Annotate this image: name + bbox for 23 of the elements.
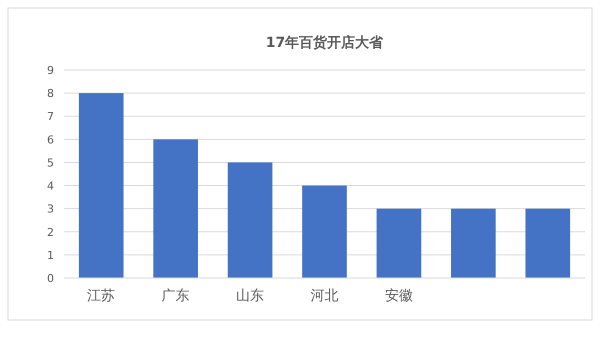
chart-title: 17年百货开店大省 <box>266 34 384 51</box>
x-tick-label: 江苏 <box>87 288 116 304</box>
x-tick-label: 安徽 <box>384 288 413 304</box>
x-tick-label: 河北 <box>310 288 338 304</box>
bar <box>302 186 347 278</box>
bar <box>376 208 422 278</box>
y-tick-label: 6 <box>47 133 54 146</box>
y-tick-label: 1 <box>47 248 54 262</box>
x-tick-label: 广东 <box>162 288 190 304</box>
y-tick-label: 8 <box>47 87 54 100</box>
bar <box>525 208 570 278</box>
bar <box>153 139 198 278</box>
y-tick-label: 5 <box>47 156 54 170</box>
y-tick-label: 0 <box>47 272 54 285</box>
bar <box>78 93 124 278</box>
x-tick-label: 山东 <box>236 288 264 304</box>
y-tick-label: 3 <box>47 202 54 216</box>
bar <box>228 162 272 278</box>
y-tick-label: 7 <box>47 110 54 124</box>
y-tick-label: 4 <box>47 180 54 193</box>
bar <box>451 208 496 278</box>
y-tick-label: 9 <box>47 64 54 77</box>
y-tick-label: 2 <box>47 226 54 239</box>
